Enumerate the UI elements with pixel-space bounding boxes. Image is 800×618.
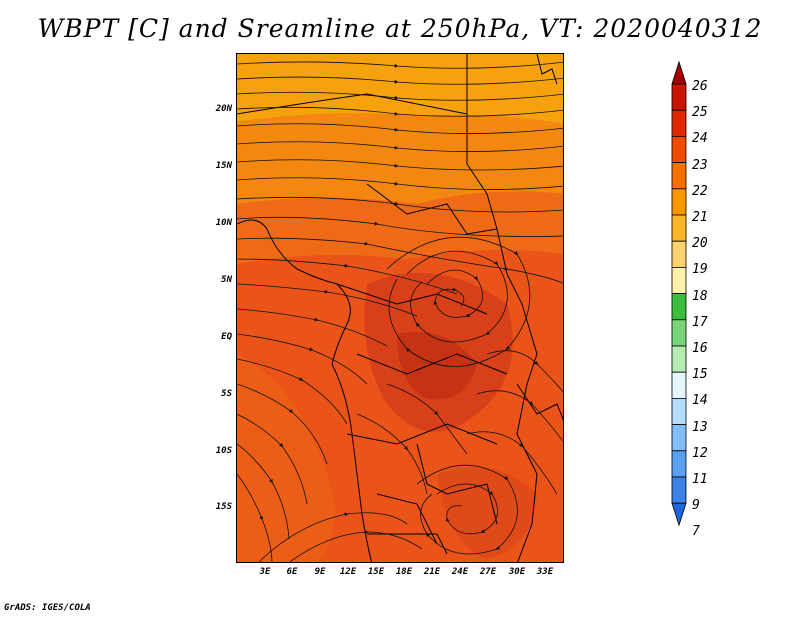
lon-label-3e: 3E [259,567,271,577]
colorbar-label: 13 [692,419,708,435]
lon-label-24e: 24E [451,567,469,577]
lon-label-9e: 9E [314,567,326,577]
colorbar-label: 17 [692,314,708,330]
colorbar-box [671,345,687,373]
colorbar-box [671,371,687,399]
colorbar-label: 23 [692,157,708,173]
colorbar-top-arrow [671,60,687,85]
lon-label-21e: 21E [423,567,441,577]
colorbar-label: 16 [692,341,708,356]
colorbar-label: 19 [692,262,708,278]
colorbar-box [671,266,687,294]
lon-label-27e: 27E [479,567,497,577]
lon-label-30e: 30E [508,567,526,577]
colorbar-box [671,136,687,164]
lat-label-5n: 5N [221,275,232,285]
colorbar-label: 25 [692,105,708,121]
colorbar-label: 22 [692,183,708,199]
lat-label-20n: 20N [215,104,232,114]
coastlines-borders [237,54,563,562]
colorbar-box [671,240,687,268]
colorbar-label: 9 [692,498,700,514]
colorbar-label: 24 [692,131,708,147]
colorbar-box [671,188,687,216]
colorbar-box [671,162,687,190]
colorbar-box [671,397,687,425]
lon-label-15e: 15E [367,567,385,577]
colorbar-box [671,293,687,321]
colorbar [671,60,687,527]
map-title: WBPT [C] and Sreamline at 250hPa, VT: 20… [37,14,763,43]
colorbar-box [671,214,687,242]
wbpt-band-north-mid [237,113,563,204]
colorbar-label: 15 [692,367,708,383]
colorbar-label: 18 [692,288,708,304]
lat-label-15n: 15N [215,161,232,171]
map-panel [236,53,564,563]
map-canvas [237,54,563,562]
colorbar-box [671,450,687,478]
colorbar-label: 12 [692,445,708,461]
lon-label-6e: 6E [286,567,298,577]
colorbar-box [671,83,687,111]
colorbar-box [671,476,687,504]
colorbar-box [671,424,687,452]
lon-label-12e: 12E [339,567,357,577]
lat-label-5s: 5S [221,389,232,399]
colorbar-box [671,319,687,347]
colorbar-bottom-arrow [671,502,687,527]
colorbar-label: 14 [692,393,708,409]
colorbar-label: 7 [692,524,700,540]
wbpt-southwest [237,354,335,562]
colorbar-label: 26 [692,79,708,94]
colorbar-label: 21 [692,210,708,225]
lon-label-33e: 33E [536,567,554,577]
lat-label-10s: 10S [215,446,232,456]
wbpt-band-north [237,54,563,124]
colorbar-box [671,109,687,137]
lat-label-10n: 10N [215,218,232,228]
lat-label-15s: 15S [215,502,232,512]
streamlines [237,61,563,562]
lon-label-18e: 18E [395,567,413,577]
credit-text: GrADS: IGES/COLA [4,603,91,613]
lat-label-eq: EQ [221,332,232,342]
colorbar-label: 20 [692,236,708,252]
colorbar-label: 11 [692,472,708,487]
